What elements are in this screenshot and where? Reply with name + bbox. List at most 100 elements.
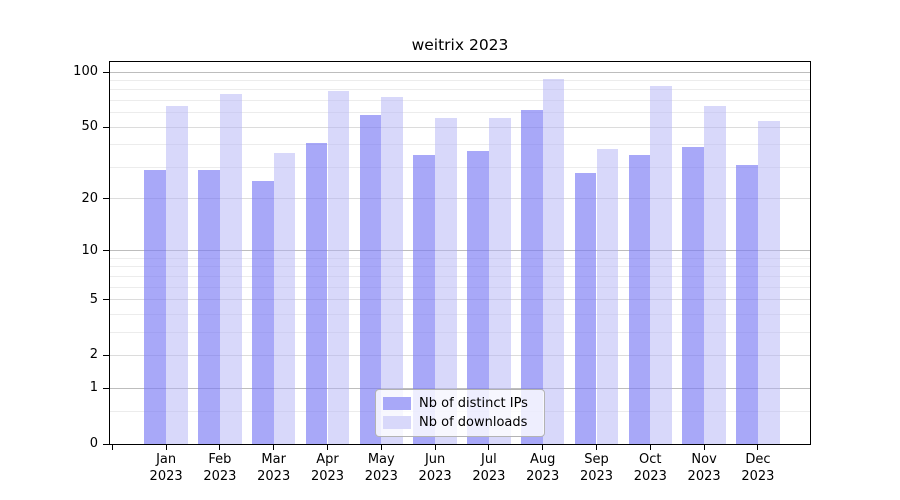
legend-item-distinct-ips: Nb of distinct IPs bbox=[383, 396, 537, 411]
bar-downloads-apr bbox=[327, 90, 350, 444]
x-tick-label-line: 2023 bbox=[633, 469, 667, 484]
x-tick-label-oct: Oct 2023 bbox=[620, 451, 680, 485]
x-tick-label-line: Jul bbox=[481, 452, 497, 467]
x-tick-label-nov: Nov 2023 bbox=[674, 451, 734, 485]
x-tick-3 bbox=[273, 445, 275, 450]
x-tick-label-line: 2023 bbox=[687, 469, 721, 484]
x-tick-12 bbox=[757, 445, 759, 450]
bar-distinct-ips-aug bbox=[520, 110, 543, 444]
x-tick-10 bbox=[649, 445, 651, 450]
x-tick-6 bbox=[434, 445, 436, 450]
x-tick-8 bbox=[542, 445, 544, 450]
bar-distinct-ips-jan bbox=[144, 169, 167, 444]
bar-distinct-ips-jun bbox=[413, 155, 436, 444]
x-tick-label-line: Mar bbox=[261, 452, 286, 467]
y-tick-label-10: 10 bbox=[81, 242, 98, 258]
bar-distinct-ips-dec bbox=[736, 164, 758, 444]
gridline-60 bbox=[110, 112, 810, 114]
x-tick-label-line: 2023 bbox=[257, 469, 291, 484]
x-tick-label-mar: Mar 2023 bbox=[244, 451, 304, 485]
x-tick-label-line: 2023 bbox=[741, 469, 775, 484]
x-tick-label-line: 2023 bbox=[526, 469, 560, 484]
x-tick-7 bbox=[488, 445, 490, 450]
gridline-80 bbox=[110, 89, 810, 91]
x-tick-9 bbox=[596, 445, 597, 450]
bar-downloads-jan bbox=[166, 106, 188, 444]
bar-distinct-ips-feb bbox=[198, 169, 220, 444]
y-tick-50 bbox=[103, 126, 109, 128]
x-tick-label-line: 2023 bbox=[418, 469, 452, 484]
legend-item-downloads: Nb of downloads bbox=[383, 415, 537, 430]
y-tick-100 bbox=[103, 71, 109, 73]
y-tick-2 bbox=[103, 354, 109, 356]
x-tick-2 bbox=[219, 445, 221, 450]
bar-distinct-ips-may bbox=[359, 115, 382, 444]
x-tick-label-line: Jun bbox=[424, 452, 446, 467]
y-tick-5 bbox=[103, 299, 109, 301]
x-tick-1 bbox=[165, 445, 167, 450]
x-tick-label-line: Feb bbox=[208, 452, 232, 467]
gridline-8 bbox=[110, 266, 810, 268]
gridline-20 bbox=[110, 198, 810, 200]
gridline-5 bbox=[110, 299, 810, 301]
bar-downloads-oct bbox=[650, 85, 673, 444]
legend-container: Nb of distinct IPs Nb of downloads bbox=[110, 62, 810, 444]
y-tick-0 bbox=[103, 443, 109, 445]
y-tick-label-100: 100 bbox=[73, 64, 98, 80]
gridline-7 bbox=[110, 275, 810, 277]
x-tick-label-line: 2023 bbox=[149, 469, 183, 484]
bar-distinct-ips-jul bbox=[467, 150, 489, 444]
gridline-90 bbox=[110, 79, 810, 81]
x-tick-label-line: Apr bbox=[316, 452, 339, 467]
x-tick-label-jun: Jun 2023 bbox=[405, 451, 465, 485]
gridline-1 bbox=[110, 387, 810, 389]
x-tick-label-line: Sep bbox=[584, 452, 609, 467]
x-tick-label-line: 2023 bbox=[203, 469, 237, 484]
y-tick-label-0: 0 bbox=[89, 436, 98, 451]
x-tick-label-may: May 2023 bbox=[351, 451, 411, 485]
y-tick-label-50: 50 bbox=[81, 119, 98, 135]
x-tick-label-line: May bbox=[367, 452, 395, 467]
gridline-100 bbox=[110, 71, 810, 73]
x-tick-0 bbox=[111, 445, 113, 450]
x-tick-label-jan: Jan 2023 bbox=[136, 451, 196, 485]
gridline-6 bbox=[110, 286, 810, 288]
gridline-30 bbox=[110, 166, 810, 168]
bar-downloads-nov bbox=[704, 106, 726, 444]
x-tick-4 bbox=[327, 445, 328, 450]
y-tick-10 bbox=[103, 250, 109, 252]
gridline-2 bbox=[110, 354, 810, 356]
bar-downloads-may bbox=[381, 97, 404, 444]
x-tick-label-line: 2023 bbox=[310, 469, 345, 484]
gridline-40 bbox=[110, 144, 810, 146]
x-tick-label-line: Oct bbox=[639, 452, 662, 467]
x-tick-label-apr: Apr 2023 bbox=[298, 451, 358, 485]
gridline-4 bbox=[110, 313, 810, 315]
legend-swatch-distinct-ips bbox=[383, 397, 411, 410]
x-tick-label-line: Nov bbox=[691, 452, 717, 467]
bar-distinct-ips-nov bbox=[682, 146, 705, 444]
x-tick-label-line: Jan bbox=[156, 452, 177, 467]
bar-distinct-ips-apr bbox=[305, 142, 328, 444]
y-tick-20 bbox=[103, 198, 109, 200]
bar-distinct-ips-mar bbox=[251, 181, 274, 444]
gridline-layer bbox=[110, 62, 810, 444]
y-tick-label-20: 20 bbox=[81, 190, 98, 206]
y-tick-label-5: 5 bbox=[89, 291, 98, 307]
x-tick-label-line: Dec bbox=[745, 452, 771, 467]
bars-layer bbox=[110, 62, 810, 444]
x-tick-label-jul: Jul 2023 bbox=[459, 451, 519, 485]
legend-label-downloads: Nb of downloads bbox=[419, 415, 528, 430]
gridline-3 bbox=[110, 331, 810, 333]
legend-label-distinct-ips: Nb of distinct IPs bbox=[419, 396, 528, 411]
bar-distinct-ips-sep bbox=[574, 172, 597, 444]
bar-downloads-dec bbox=[757, 121, 780, 444]
bar-downloads-aug bbox=[542, 78, 565, 444]
x-tick-label-sep: Sep 2023 bbox=[567, 451, 627, 485]
bar-downloads-jul bbox=[488, 118, 511, 444]
gridline-50 bbox=[110, 126, 810, 128]
x-tick-label-line: 2023 bbox=[472, 469, 506, 484]
legend-swatch-downloads bbox=[383, 416, 411, 429]
gridline-10 bbox=[110, 250, 810, 252]
